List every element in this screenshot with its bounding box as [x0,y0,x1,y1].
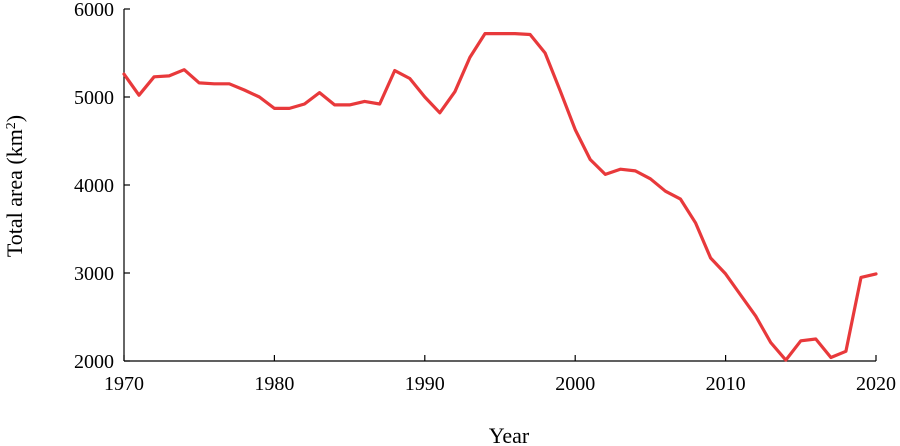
x-axis-title: Year [489,423,530,446]
x-tick-label: 2010 [706,373,746,395]
x-ticks: 1970 1980 1990 2000 2010 2020 [104,355,896,395]
series-line [122,31,878,362]
x-tick-label: 1990 [405,373,445,395]
y-tick-label: 4000 [74,175,114,197]
axes [123,9,876,362]
x-tick-label: 2020 [856,373,896,395]
y-axis-title: Total area (km2) [2,115,27,257]
y-tick-label: 3000 [74,263,114,285]
x-tick-label: 1970 [104,373,144,395]
x-tick-label: 2000 [555,373,595,395]
x-tick-label: 1980 [254,373,294,395]
y-tick-label: 5000 [74,87,114,109]
series-group [122,31,878,362]
y-axis-title-close: ) [2,115,27,122]
y-tick-label: 2000 [74,351,114,373]
y-axis-title-superscript: 2 [4,122,19,129]
y-ticks: 2000 3000 4000 5000 6000 [74,0,130,373]
y-tick-label: 6000 [74,0,114,21]
y-axis-title-text: Total area (km [2,129,27,257]
